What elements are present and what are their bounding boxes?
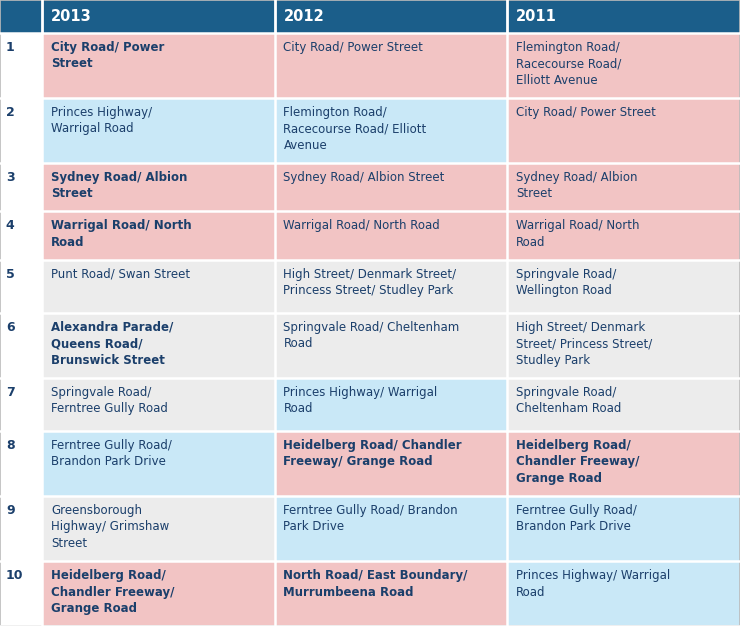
Text: High Street/ Denmark
Street/ Princess Street/
Studley Park: High Street/ Denmark Street/ Princess St… — [516, 321, 652, 367]
Text: 9: 9 — [6, 504, 15, 517]
Text: Sydney Road/ Albion Street: Sydney Road/ Albion Street — [283, 171, 445, 184]
Bar — [507, 561, 740, 626]
Bar — [0, 561, 42, 626]
Bar — [507, 33, 740, 98]
Text: City Road/ Power
Street: City Road/ Power Street — [51, 41, 164, 70]
Bar — [0, 33, 42, 98]
Bar — [275, 312, 507, 377]
Text: Heidelberg Road/
Chandler Freeway/
Grange Road: Heidelberg Road/ Chandler Freeway/ Grang… — [516, 439, 639, 485]
Bar — [0, 163, 42, 211]
Text: Heidelberg Road/
Chandler Freeway/
Grange Road: Heidelberg Road/ Chandler Freeway/ Grang… — [51, 569, 175, 615]
Text: 8: 8 — [6, 439, 15, 452]
Text: Warrigal Road/ North
Road: Warrigal Road/ North Road — [516, 219, 639, 249]
Bar — [42, 312, 275, 377]
Bar — [275, 33, 507, 98]
Text: Sydney Road/ Albion
Street: Sydney Road/ Albion Street — [51, 171, 187, 200]
Text: City Road/ Power Street: City Road/ Power Street — [283, 41, 423, 54]
Bar — [42, 377, 275, 431]
Text: Springvale Road/ Cheltenham
Road: Springvale Road/ Cheltenham Road — [283, 321, 460, 351]
Bar — [507, 98, 740, 163]
Text: 10: 10 — [6, 569, 24, 582]
Bar — [0, 377, 42, 431]
Bar — [42, 33, 275, 98]
Bar — [275, 496, 507, 561]
Bar — [275, 98, 507, 163]
Text: Ferntree Gully Road/
Brandon Park Drive: Ferntree Gully Road/ Brandon Park Drive — [51, 439, 172, 468]
Bar — [507, 377, 740, 431]
Bar — [275, 561, 507, 626]
Bar — [507, 0, 740, 33]
Text: Flemington Road/
Racecourse Road/
Elliott Avenue: Flemington Road/ Racecourse Road/ Elliot… — [516, 41, 621, 86]
Bar — [507, 260, 740, 312]
Text: Springvale Road/
Wellington Road: Springvale Road/ Wellington Road — [516, 268, 616, 297]
Bar — [275, 431, 507, 496]
Text: 2011: 2011 — [516, 9, 556, 24]
Bar — [275, 211, 507, 260]
Bar — [507, 163, 740, 211]
Text: North Road/ East Boundary/
Murrumbeena Road: North Road/ East Boundary/ Murrumbeena R… — [283, 569, 468, 598]
Bar — [507, 312, 740, 377]
Text: 1: 1 — [6, 41, 15, 54]
Bar — [42, 0, 275, 33]
Text: Flemington Road/
Racecourse Road/ Elliott
Avenue: Flemington Road/ Racecourse Road/ Elliot… — [283, 106, 427, 151]
Bar — [0, 211, 42, 260]
Text: 3: 3 — [6, 171, 15, 184]
Bar — [0, 0, 42, 33]
Bar — [0, 260, 42, 312]
Text: Punt Road/ Swan Street: Punt Road/ Swan Street — [51, 268, 190, 281]
Text: Heidelberg Road/ Chandler
Freeway/ Grange Road: Heidelberg Road/ Chandler Freeway/ Grang… — [283, 439, 462, 468]
Text: 7: 7 — [6, 386, 15, 399]
Bar — [42, 163, 275, 211]
Bar — [42, 561, 275, 626]
Text: 6: 6 — [6, 321, 15, 334]
Text: Greensborough
Highway/ Grimshaw
Street: Greensborough Highway/ Grimshaw Street — [51, 504, 169, 550]
Bar — [507, 211, 740, 260]
Bar — [0, 312, 42, 377]
Text: 5: 5 — [6, 268, 15, 281]
Text: 2013: 2013 — [51, 9, 92, 24]
Bar — [0, 98, 42, 163]
Text: Warrigal Road/ North Road: Warrigal Road/ North Road — [283, 219, 440, 232]
Bar — [42, 496, 275, 561]
Bar — [42, 431, 275, 496]
Text: Sydney Road/ Albion
Street: Sydney Road/ Albion Street — [516, 171, 637, 200]
Text: Springvale Road/
Cheltenham Road: Springvale Road/ Cheltenham Road — [516, 386, 621, 416]
Text: Princes Highway/ Warrigal
Road: Princes Highway/ Warrigal Road — [516, 569, 670, 598]
Text: Ferntree Gully Road/
Brandon Park Drive: Ferntree Gully Road/ Brandon Park Drive — [516, 504, 636, 533]
Text: High Street/ Denmark Street/
Princess Street/ Studley Park: High Street/ Denmark Street/ Princess St… — [283, 268, 457, 297]
Bar — [42, 98, 275, 163]
Bar — [275, 163, 507, 211]
Text: Princes Highway/
Warrigal Road: Princes Highway/ Warrigal Road — [51, 106, 152, 135]
Text: Alexandra Parade/
Queens Road/
Brunswick Street: Alexandra Parade/ Queens Road/ Brunswick… — [51, 321, 173, 367]
Bar — [275, 0, 507, 33]
Text: Princes Highway/ Warrigal
Road: Princes Highway/ Warrigal Road — [283, 386, 437, 416]
Text: Warrigal Road/ North
Road: Warrigal Road/ North Road — [51, 219, 192, 249]
Bar — [0, 431, 42, 496]
Text: 2012: 2012 — [283, 9, 324, 24]
Bar — [507, 496, 740, 561]
Bar — [275, 260, 507, 312]
Text: Springvale Road/
Ferntree Gully Road: Springvale Road/ Ferntree Gully Road — [51, 386, 168, 416]
Bar — [0, 496, 42, 561]
Bar — [42, 260, 275, 312]
Text: Ferntree Gully Road/ Brandon
Park Drive: Ferntree Gully Road/ Brandon Park Drive — [283, 504, 458, 533]
Text: 2: 2 — [6, 106, 15, 119]
Bar — [275, 377, 507, 431]
Text: 4: 4 — [6, 219, 15, 232]
Text: City Road/ Power Street: City Road/ Power Street — [516, 106, 656, 119]
Bar — [507, 431, 740, 496]
Bar — [42, 211, 275, 260]
